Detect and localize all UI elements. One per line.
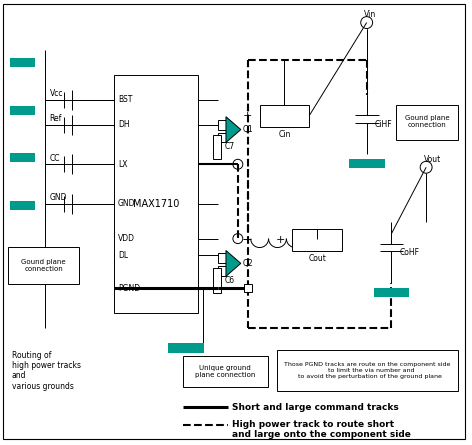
Text: +: + bbox=[243, 111, 253, 121]
Bar bbox=[213, 134, 221, 159]
Text: LX: LX bbox=[118, 160, 127, 169]
Polygon shape bbox=[226, 251, 241, 276]
Text: Those PGND tracks are route on the component side
    to limit the via number an: Those PGND tracks are route on the compo… bbox=[285, 362, 451, 379]
Text: C6: C6 bbox=[225, 276, 235, 285]
Bar bbox=[218, 254, 226, 263]
Bar bbox=[10, 106, 34, 115]
Bar bbox=[218, 120, 226, 129]
Bar bbox=[213, 268, 221, 293]
Text: CoHF: CoHF bbox=[399, 248, 420, 257]
Bar bbox=[244, 284, 252, 292]
Text: CC: CC bbox=[50, 154, 60, 163]
Text: C7: C7 bbox=[225, 142, 235, 151]
Text: Unique ground
plane connection: Unique ground plane connection bbox=[195, 365, 255, 378]
Text: BST: BST bbox=[118, 95, 132, 105]
Text: PGND: PGND bbox=[118, 283, 140, 293]
Text: GND: GND bbox=[118, 199, 135, 208]
Text: Vin: Vin bbox=[364, 10, 376, 19]
Text: Ref: Ref bbox=[50, 114, 62, 123]
Text: Vout: Vout bbox=[424, 155, 441, 164]
Text: Q1: Q1 bbox=[243, 125, 253, 134]
Bar bbox=[8, 247, 79, 284]
Bar bbox=[183, 356, 268, 387]
Bar bbox=[396, 105, 458, 140]
Text: GND: GND bbox=[50, 194, 67, 202]
Text: Short and large command tracks: Short and large command tracks bbox=[232, 403, 399, 412]
Bar bbox=[349, 159, 385, 168]
Polygon shape bbox=[226, 117, 241, 142]
Text: Gound plane
connection: Gound plane connection bbox=[21, 259, 66, 272]
Bar bbox=[10, 154, 34, 162]
Bar bbox=[374, 288, 409, 297]
Text: VDD: VDD bbox=[118, 234, 135, 243]
Text: MAX1710: MAX1710 bbox=[133, 199, 179, 209]
Text: High power track to route short
and large onto the component side: High power track to route short and larg… bbox=[232, 420, 411, 439]
Bar bbox=[10, 58, 34, 67]
Text: Cin: Cin bbox=[278, 130, 291, 139]
Text: DL: DL bbox=[118, 251, 128, 260]
Bar bbox=[114, 75, 198, 313]
Bar bbox=[169, 343, 204, 352]
Text: CiHF: CiHF bbox=[375, 120, 392, 129]
Text: Routing of
high power tracks
and
various grounds: Routing of high power tracks and various… bbox=[12, 351, 81, 391]
Text: Cout: Cout bbox=[308, 254, 326, 263]
Bar bbox=[218, 133, 226, 142]
Bar bbox=[260, 105, 309, 127]
Bar bbox=[10, 201, 34, 210]
Bar bbox=[292, 229, 342, 251]
Text: +: + bbox=[276, 235, 285, 245]
Text: Gound plane
connection: Gound plane connection bbox=[405, 115, 449, 128]
Bar bbox=[278, 350, 458, 391]
Bar bbox=[218, 267, 226, 276]
Text: Q2: Q2 bbox=[243, 259, 253, 268]
Text: Vcc: Vcc bbox=[50, 89, 63, 98]
Text: DH: DH bbox=[118, 120, 129, 129]
